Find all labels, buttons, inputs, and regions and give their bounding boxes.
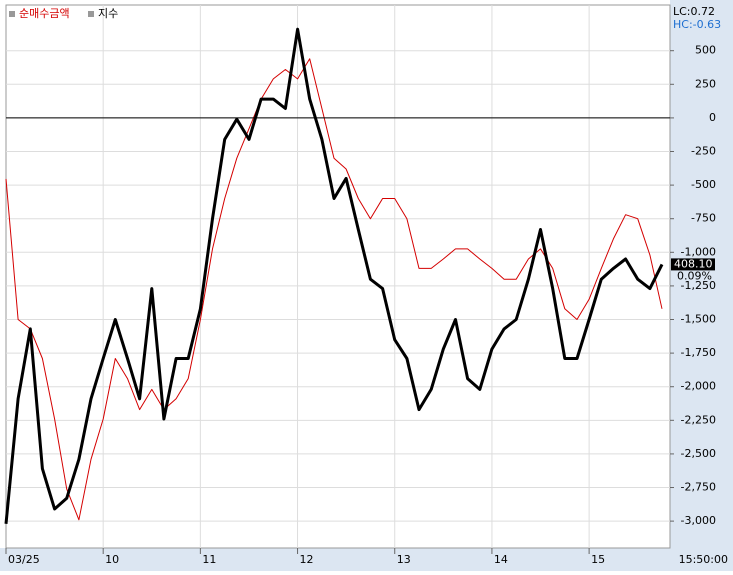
y-tick-label: 250 [695,77,716,90]
y-tick-label: -2,250 [681,413,716,426]
x-tick-label: 11 [202,553,216,566]
y-tick-label: -1,250 [681,279,716,292]
y-tick-label: -2,000 [681,380,716,393]
legend-label: 순매수금액 [19,7,70,20]
y-tick-label: -500 [691,178,716,191]
x-axis-panel [0,548,733,571]
x-tick-label: 10 [105,553,119,566]
x-tick-label: 14 [494,553,508,566]
x-tick-label: 15 [591,553,605,566]
y-tick-label: -250 [691,145,716,158]
last-value-box [671,258,715,271]
y-tick-label: -750 [691,212,716,225]
series-line [4,27,664,524]
x-tick-label: 13 [397,553,411,566]
y-tick-label: 500 [695,44,716,57]
change-label: 0.09% [677,269,712,282]
y-tick-label: -2,500 [681,447,716,460]
x-tick-label: 12 [300,553,314,566]
series-line [5,58,663,521]
y-axis-panel [670,0,733,571]
hc-label: HC:-0.63 [673,18,721,31]
legend-swatch [9,11,15,17]
y-tick-label: 0 [709,111,716,124]
y-tick-label: -1,000 [681,245,716,258]
y-tick-label: -1,500 [681,313,716,326]
time-label: 15:50:00 [679,553,728,566]
last-value-label: 408.10 [674,257,713,270]
y-tick-label: -1,750 [681,346,716,359]
legend-label: 지수 [98,7,118,20]
plot-area [5,4,671,549]
x-tick-label: 03/25 [8,553,40,566]
y-tick-label: -2,750 [681,481,716,494]
legend-swatch [88,11,94,17]
y-tick-label: -3,000 [681,514,716,527]
lc-label: LC:0.72 [673,5,715,18]
